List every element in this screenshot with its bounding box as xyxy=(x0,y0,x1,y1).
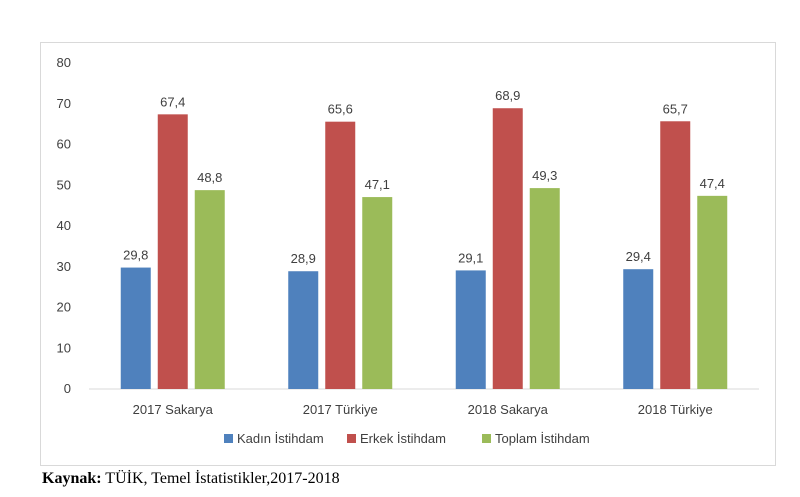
bar xyxy=(157,114,188,389)
x-tick-label: 2017 Sakarya xyxy=(133,402,214,417)
data-label: 29,4 xyxy=(626,249,651,264)
data-label: 28,9 xyxy=(291,251,316,266)
bar xyxy=(660,121,691,390)
legend-swatch xyxy=(224,434,233,443)
bar xyxy=(697,195,728,389)
data-label: 29,8 xyxy=(123,248,148,263)
legend-label: Toplam İstihdam xyxy=(495,431,590,446)
bar xyxy=(529,188,560,389)
data-label: 29,1 xyxy=(458,250,483,265)
legend-label: Erkek İstihdam xyxy=(360,431,446,446)
x-tick-label: 2017 Türkiye xyxy=(303,402,378,417)
bar xyxy=(194,190,225,389)
data-label: 67,4 xyxy=(160,94,185,109)
data-label: 65,7 xyxy=(663,101,688,116)
legend-swatch xyxy=(482,434,491,443)
y-tick-label: 70 xyxy=(57,96,71,111)
bar xyxy=(492,108,523,390)
data-label: 47,4 xyxy=(700,176,725,191)
data-label: 48,8 xyxy=(197,170,222,185)
bar xyxy=(288,271,319,389)
y-tick-label: 60 xyxy=(57,137,71,152)
y-tick-label: 40 xyxy=(57,218,71,233)
data-label: 65,6 xyxy=(328,102,353,117)
legend-swatch xyxy=(347,434,356,443)
bar xyxy=(325,121,356,390)
x-tick-label: 2018 Sakarya xyxy=(468,402,549,417)
bar xyxy=(120,267,151,389)
bar-chart: 0 10 20 30 40 50 60 70 80 29,8 67,4 48,8 28,9 65,6 47… xyxy=(57,55,759,446)
y-tick-label: 10 xyxy=(57,340,71,355)
bar xyxy=(455,270,486,389)
y-tick-label: 0 xyxy=(64,381,71,396)
category-labels-group: 2017 Sakarya 2017 Türkiye 2018 Sakarya 2018… xyxy=(133,402,713,417)
y-axis-ticks: 0 10 20 30 40 50 60 70 80 xyxy=(57,55,71,396)
legend-label: Kadın İstihdam xyxy=(237,431,324,446)
source-note: Kaynak: TÜİK, Temel İstatistikler,2017-2… xyxy=(42,470,340,488)
x-tick-label: 2018 Türkiye xyxy=(638,402,713,417)
source-text: TÜİK, Temel İstatistikler,2017-2018 xyxy=(101,470,340,487)
data-label: 47,1 xyxy=(365,177,390,192)
y-tick-label: 20 xyxy=(57,300,71,315)
legend: Kadın İstihdam Erkek İstihdam Toplam İstih… xyxy=(224,431,590,446)
data-labels-group: 29,8 67,4 48,8 28,9 65,6 47,1 29,1 68,9 49,3 29,4… xyxy=(123,88,725,266)
bar xyxy=(623,269,654,389)
source-label: Kaynak: xyxy=(42,470,102,487)
data-label: 49,3 xyxy=(532,168,557,183)
bar xyxy=(362,197,393,389)
data-label: 68,9 xyxy=(495,88,520,103)
y-tick-label: 80 xyxy=(57,55,71,70)
y-tick-label: 50 xyxy=(57,177,71,192)
y-tick-label: 30 xyxy=(57,259,71,274)
chart-frame: 0 10 20 30 40 50 60 70 80 29,8 67,4 48,8 28,9 65,6 47… xyxy=(40,42,776,466)
bars-group xyxy=(120,108,728,390)
